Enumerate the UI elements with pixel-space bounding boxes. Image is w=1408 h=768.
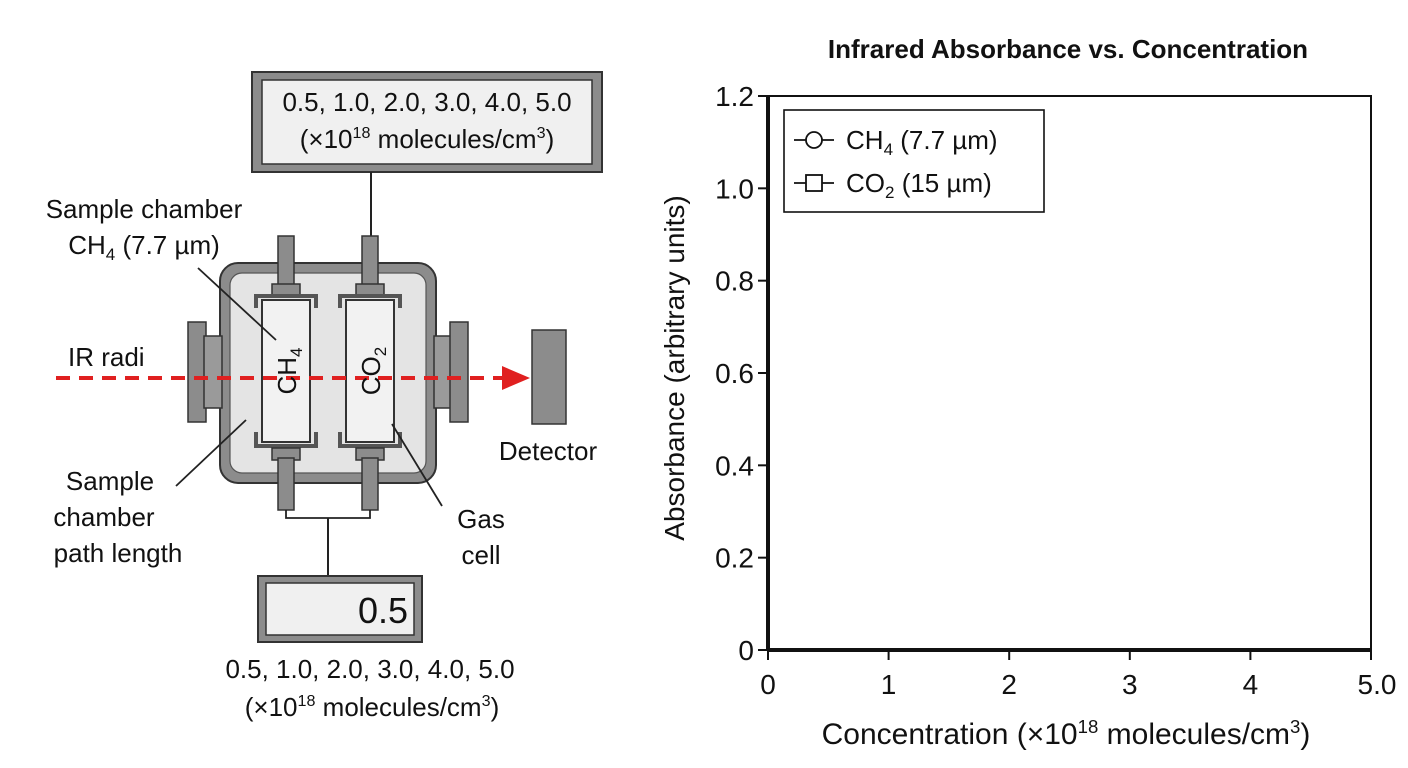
path-length-label-line3: path length [54,538,183,568]
path-length-leader [175,419,247,487]
legend-label-ch4: CH4 (7.7 µm) [846,125,998,159]
legend-box [783,109,1045,213]
legend-entry-ch4: CH4 (7.7 µm) [794,125,998,159]
ch4-cell [254,235,318,511]
sample-chamber-leader [197,267,277,341]
ir-radiation-label: IR radi [68,342,145,372]
circle-marker-icon [805,131,823,149]
y-axis-label: Absorbance (arbitrary units) [659,195,690,540]
gas-cell-label-line2: cell [461,540,500,570]
ir-beam-arrowhead [502,366,530,390]
y-tick-label: 0.2 [715,543,754,574]
apparatus-diagram: 0.5, 1.0, 2.0, 3.0, 4.0, 5.0 (×1018 mole… [46,71,603,722]
x-tick-label: 2 [1001,669,1017,700]
ch4-cell-label: CH4 [272,347,306,394]
y-tick-label: 1.2 [715,81,754,112]
bottom-bracket [285,510,371,519]
left-window [187,321,223,423]
absorbance-chart: Infrared Absorbance vs. Concentration 00… [659,34,1396,751]
x-tick-label: 1 [881,669,897,700]
y-tick-label: 0.8 [715,266,754,297]
bottom-values: 0.5, 1.0, 2.0, 3.0, 4.0, 5.0 [225,654,514,684]
gas-cell-leader [391,423,443,507]
sample-chamber-label: Sample chamber [46,194,243,224]
x-tick-label: 0 [760,669,776,700]
chart-title: Infrared Absorbance vs. Concentration [828,34,1308,64]
co2-cell [338,235,402,511]
y-tick-label: 1.0 [715,173,754,204]
top-box-units: (×1018 molecules/cm3) [300,124,554,154]
legend-label-co2: CO2 (15 µm) [846,168,992,202]
bottom-units: (×1018 molecules/cm3) [245,692,499,722]
legend-entry-co2: CO2 (15 µm) [794,168,992,202]
path-length-label-line2: chamber [53,502,154,532]
y-tick-label: 0.6 [715,358,754,389]
top-box-values: 0.5, 1.0, 2.0, 3.0, 4.0, 5.0 [282,87,571,117]
concentration-readout-value: 0.5 [358,590,408,631]
y-axis-ticks: 0 0.2 0.4 0.6 0.8 1.0 1.2 [715,81,768,666]
y-tick-label: 0.4 [715,450,754,481]
square-marker-icon [805,174,823,192]
x-tick-label: 5.0 [1358,669,1397,700]
concentration-readout-box: 0.5 [257,575,423,643]
path-length-label-line1: Sample [66,466,154,496]
concentration-box-top: 0.5, 1.0, 2.0, 3.0, 4.0, 5.0 (×1018 mole… [251,71,603,173]
gas-cell-label-line1: Gas [457,504,505,534]
x-axis-label: Concentration (×1018 molecules/cm3) [822,716,1311,751]
y-tick-label: 0 [738,635,754,666]
x-axis-ticks: 0 1 2 3 4 5.0 [760,650,1396,700]
x-tick-label: 3 [1122,669,1138,700]
co2-cell-label: CO2 [356,347,390,395]
detector-block [531,329,567,425]
right-window [433,321,469,423]
sample-chamber-gas-label: CH4 (7.7 µm) [68,230,220,264]
chart-legend: CH4 (7.7 µm) CO2 (15 µm) [783,109,1045,213]
detector-label: Detector [499,436,598,466]
x-tick-label: 4 [1243,669,1259,700]
chamber-interior [229,272,427,474]
